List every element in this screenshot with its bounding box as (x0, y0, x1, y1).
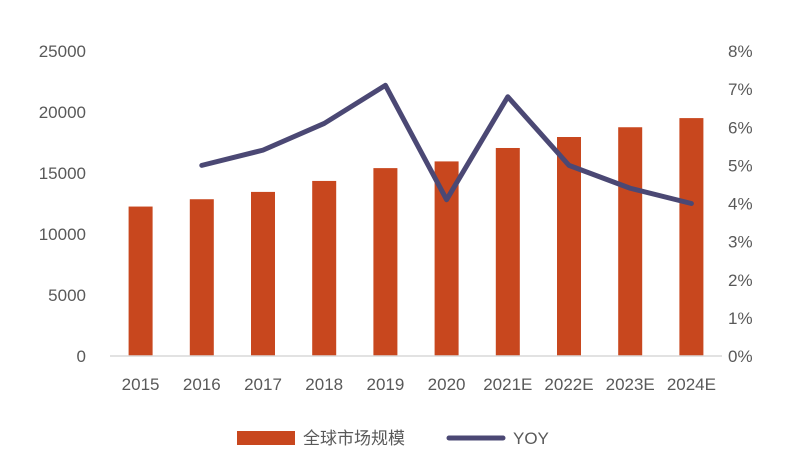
right-y-axis: 0% 1% 2% 3% 4% 5% 6% 7% 8% (728, 42, 753, 366)
left-y-tick-label: 0 (77, 347, 86, 366)
left-y-tick-label: 5000 (48, 286, 86, 305)
yoy-point (445, 198, 449, 202)
right-y-tick-label: 7% (728, 80, 753, 99)
x-tick-label: 2023E (606, 375, 655, 394)
right-y-tick-label: 6% (728, 118, 753, 137)
x-tick-label: 2018 (305, 375, 343, 394)
right-y-tick-label: 1% (728, 309, 753, 328)
yoy-point (689, 202, 693, 205)
right-y-tick-label: 2% (728, 271, 753, 290)
bar (312, 180, 337, 356)
legend-label-bar: 全球市场规模 (303, 429, 405, 448)
bar (557, 137, 581, 356)
bar (128, 206, 153, 356)
yoy-point (383, 83, 387, 87)
yoy-point (506, 95, 510, 99)
x-tick-label: 2022E (544, 375, 593, 394)
bar-series (128, 118, 704, 356)
yoy-point (567, 163, 571, 167)
bar (189, 199, 214, 356)
left-y-tick-label: 15000 (39, 164, 86, 183)
legend-label-line: YOY (513, 429, 549, 448)
x-tick-label: 2019 (366, 375, 404, 394)
x-tick-label: 2021E (483, 375, 532, 394)
line-series (199, 82, 694, 206)
legend-swatch-bar (237, 431, 295, 445)
right-y-tick-label: 8% (728, 42, 753, 61)
bar (373, 168, 398, 356)
x-tick-label: 2015 (122, 375, 160, 394)
legend: 全球市场规模 YOY (237, 429, 549, 448)
x-tick-label: 2016 (183, 375, 221, 394)
yoy-point (261, 148, 265, 152)
x-tick-label: 2020 (428, 375, 466, 394)
right-y-tick-label: 0% (728, 347, 753, 366)
yoy-point (200, 163, 204, 167)
bar (618, 127, 643, 356)
bar (251, 191, 275, 356)
left-y-tick-label: 10000 (39, 225, 86, 244)
left-y-tick-label: 20000 (39, 103, 86, 122)
right-y-tick-label: 4% (728, 195, 753, 214)
left-y-axis: 0 5000 10000 15000 20000 25000 (39, 42, 86, 366)
x-tick-label: 2024E (667, 375, 716, 394)
bar (679, 118, 704, 356)
x-tick-label: 2017 (244, 375, 282, 394)
left-y-tick-label: 25000 (39, 42, 86, 61)
bar (495, 147, 520, 356)
bar (434, 161, 459, 356)
yoy-point (628, 186, 632, 190)
x-axis: 2015 2016 2017 2018 2019 2020 2021E 2022E 2023E 2… (122, 375, 716, 394)
right-y-tick-label: 3% (728, 233, 753, 252)
yoy-point (322, 121, 326, 125)
right-y-tick-label: 5% (728, 156, 753, 175)
